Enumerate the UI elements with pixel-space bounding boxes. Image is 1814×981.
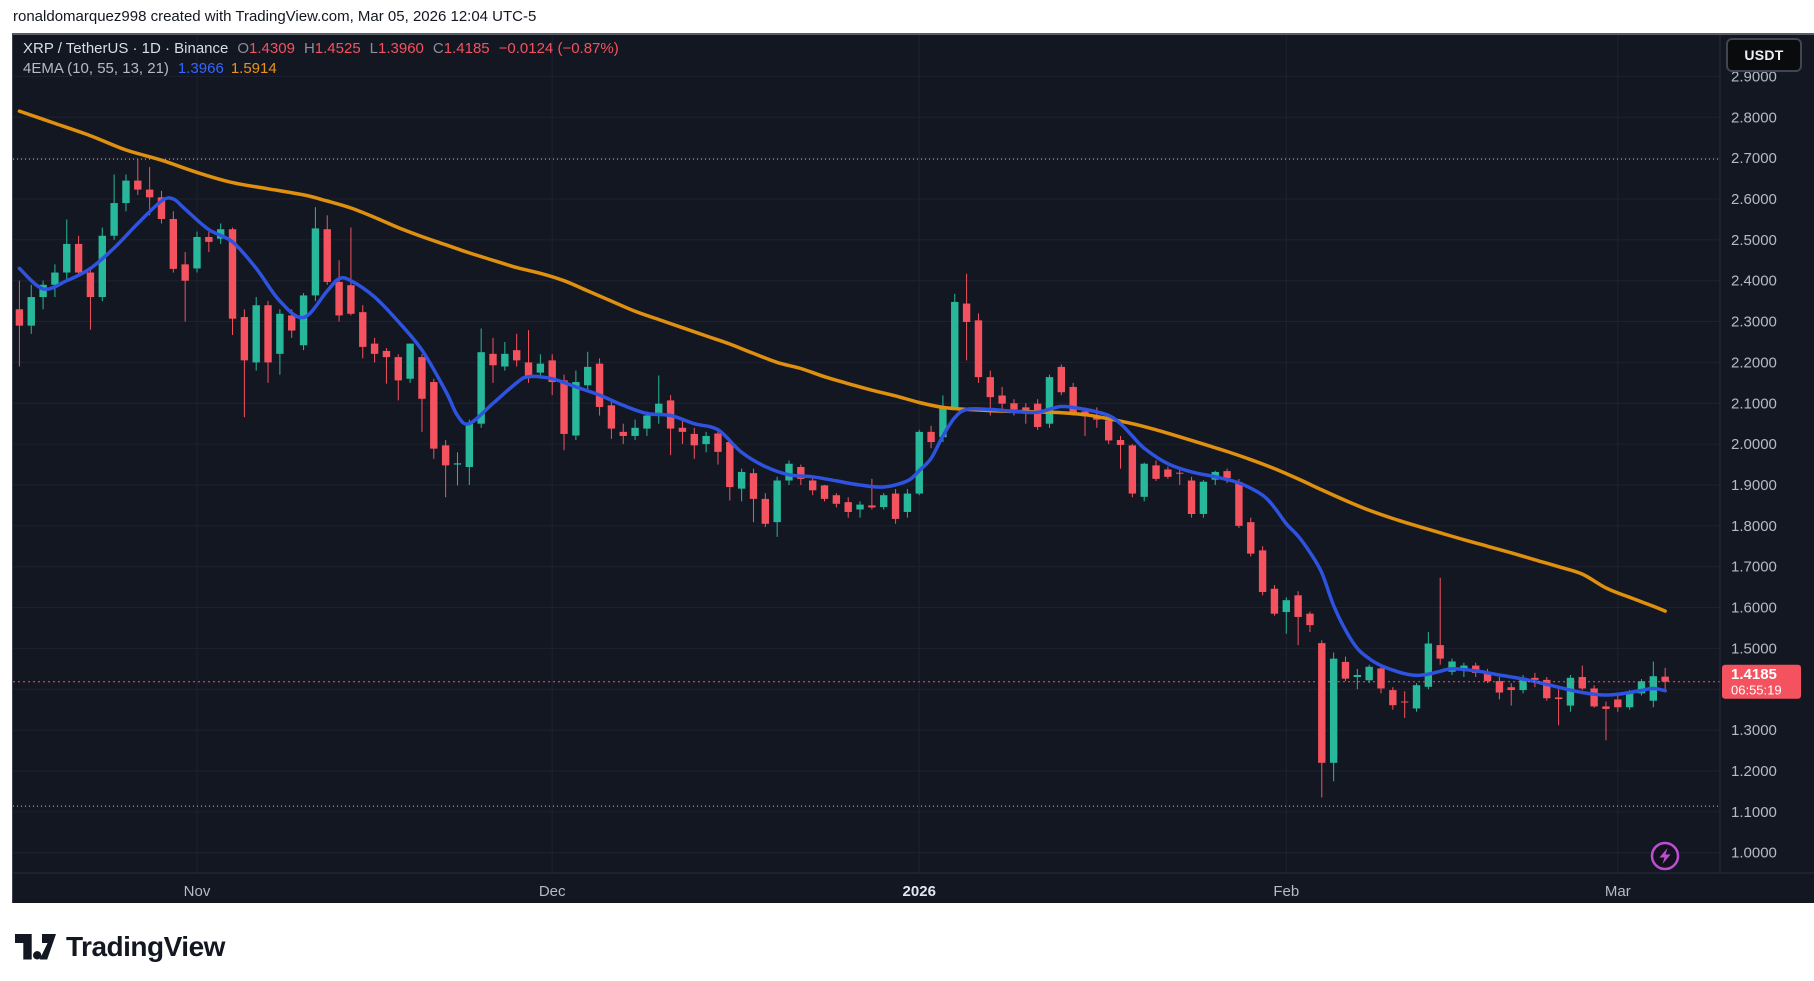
price-tick-label: 1.3000: [1731, 722, 1777, 739]
svg-text:06:55:19: 06:55:19: [1731, 683, 1782, 698]
price-tick-label: 1.5000: [1731, 640, 1777, 657]
horizontal-gridlines: [13, 75, 1720, 854]
price-tick-label: 2.5000: [1731, 232, 1777, 249]
tradingview-brand-text: TradingView: [66, 931, 225, 962]
svg-text:1.4185: 1.4185: [1731, 666, 1777, 683]
price-tick-label: 1.8000: [1731, 518, 1777, 535]
time-tick-label: Feb: [1273, 883, 1299, 900]
price-tick-label: 2.7000: [1731, 150, 1777, 167]
attribution-bar: ronaldomarquez998 created with TradingVi…: [0, 0, 1814, 33]
time-tick-label: Nov: [184, 883, 211, 900]
price-tick-label: 2.2000: [1731, 354, 1777, 371]
price-tick-label: 2.9000: [1731, 68, 1777, 85]
time-tick-label: Mar: [1605, 883, 1631, 900]
footer: TradingView: [0, 903, 1814, 981]
price-tick-label: 2.4000: [1731, 273, 1777, 290]
price-tick-label: 1.7000: [1731, 559, 1777, 576]
currency-unit-button[interactable]: USDT: [1726, 38, 1802, 72]
price-tick-label: 2.1000: [1731, 395, 1777, 412]
chart-canvas[interactable]: 1.00001.10001.20001.30001.40001.50001.60…: [13, 35, 1814, 905]
price-tick-label: 1.0000: [1731, 845, 1777, 862]
price-tick-label: 2.8000: [1731, 109, 1777, 126]
time-tick-label: Dec: [539, 883, 566, 900]
price-tick-label: 2.3000: [1731, 314, 1777, 331]
chart-background: [13, 35, 1814, 905]
flash-icon[interactable]: [1650, 841, 1680, 871]
range-level-lines: [13, 158, 1720, 807]
ema-slow-line: [17, 109, 1667, 613]
chart-widget: 1.00001.10001.20001.30001.40001.50001.60…: [12, 33, 1814, 905]
price-tick-label: 1.2000: [1731, 763, 1777, 780]
price-tick-label: 1.1000: [1731, 804, 1777, 821]
time-axis[interactable]: Nov Dec 2026 Feb Mar: [184, 883, 1631, 900]
currency-unit-label: USDT: [1744, 47, 1784, 63]
tradingview-logo-icon: [15, 934, 56, 960]
time-tick-label: 2026: [903, 883, 936, 900]
vertical-gridlines: [196, 35, 1619, 873]
price-tick-label: 2.0000: [1731, 436, 1777, 453]
price-tick-label: 2.6000: [1731, 191, 1777, 208]
attribution-text: ronaldomarquez998 created with TradingVi…: [13, 8, 537, 25]
tradingview-brand-link[interactable]: TradingView: [15, 931, 225, 963]
price-tick-label: 1.6000: [1731, 600, 1777, 617]
price-tick-label: 1.9000: [1731, 477, 1777, 494]
ema-fast-line: [17, 196, 1667, 697]
